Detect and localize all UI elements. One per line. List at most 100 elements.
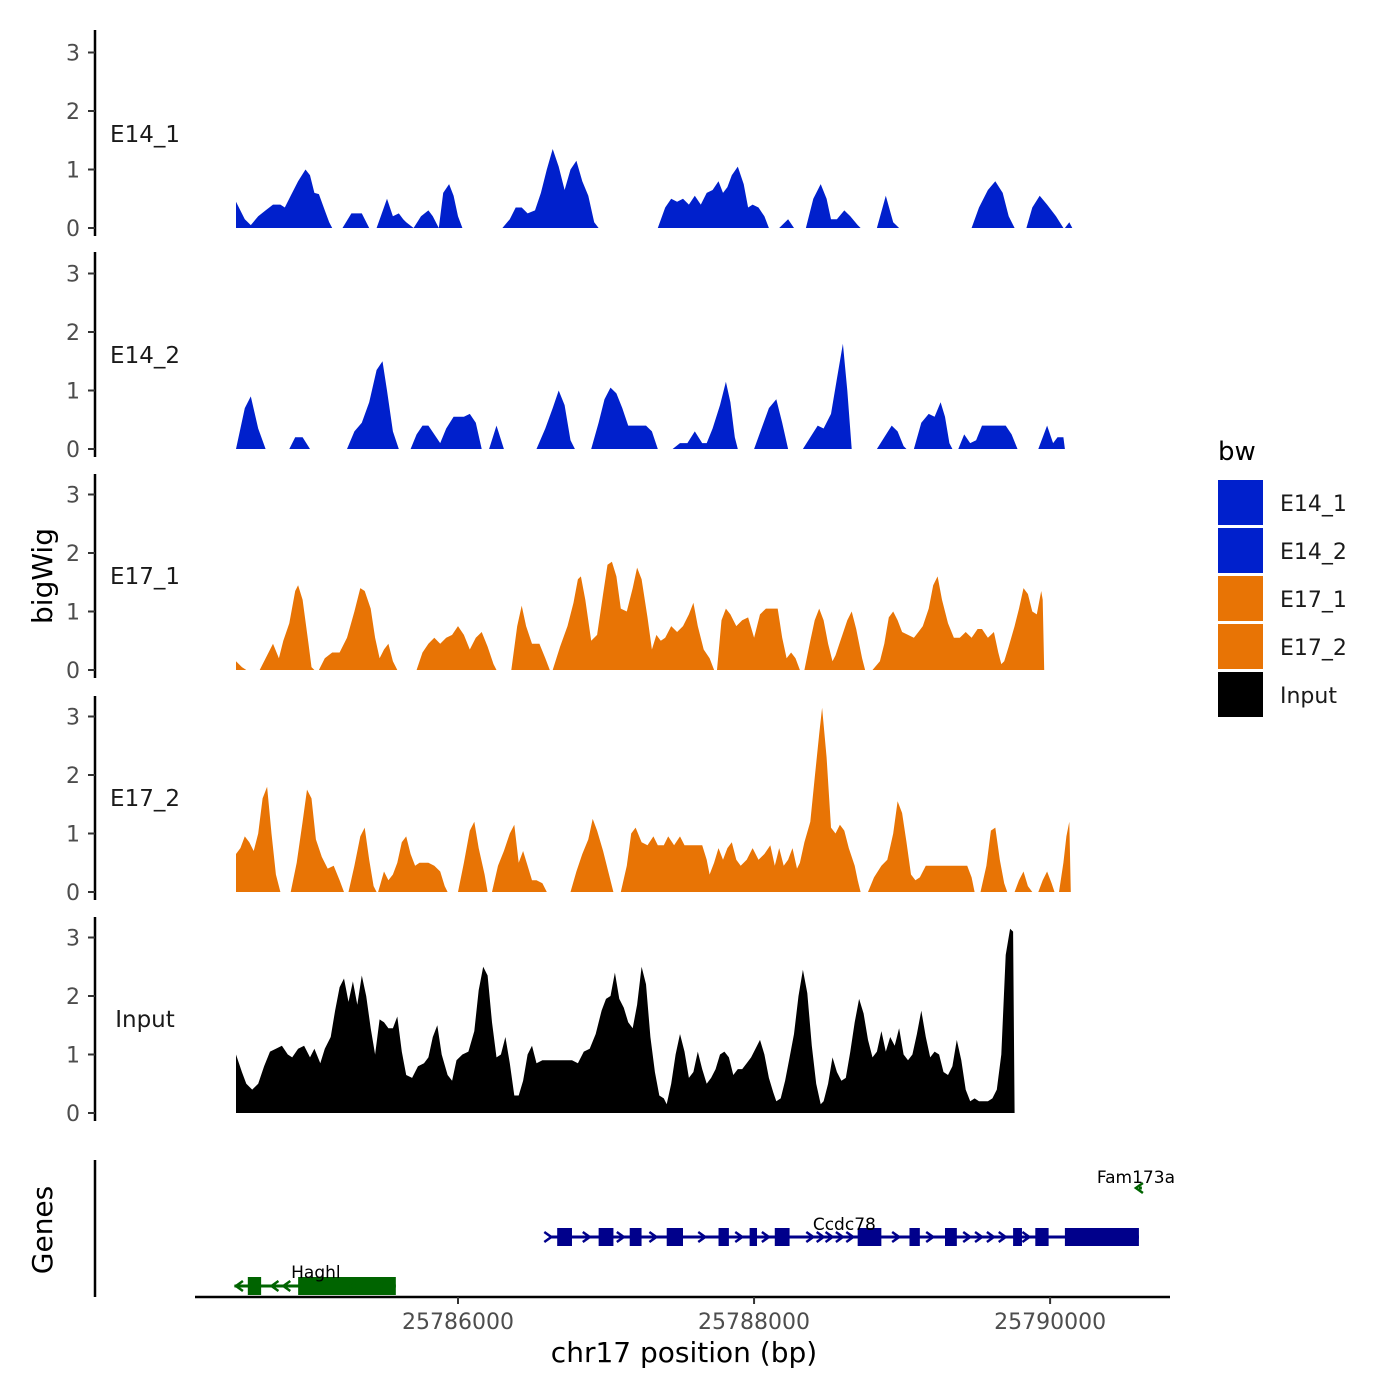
legend: bw E14_1 E14_2 E17_1 E17_2 Input (1218, 437, 1347, 717)
gene-exon (909, 1228, 920, 1246)
strand-arrow (582, 1230, 592, 1244)
gene-exon (749, 1228, 758, 1246)
x-axis: 25786000 25788000 25790000 (195, 1295, 1170, 1335)
track-label: E14_2 (110, 343, 180, 369)
gene-exon (718, 1228, 729, 1246)
legend-swatch (1218, 576, 1263, 621)
track-E14_2: 0 1 2 3 E14_2 (66, 252, 1065, 463)
y-tick-label: 2 (66, 321, 80, 346)
legend-label: E17_1 (1280, 588, 1347, 613)
gene-label: Fam173a (1097, 1168, 1175, 1188)
gene-exon (857, 1228, 882, 1246)
strand-arrow (616, 1230, 626, 1244)
gene-label: Ccdc78 (813, 1215, 876, 1235)
strand-arrow (1133, 1181, 1144, 1195)
gene-exon (629, 1228, 642, 1246)
coverage-area (236, 343, 1065, 449)
legend-label: E14_1 (1280, 492, 1347, 517)
y-tick-label: 1 (66, 380, 80, 405)
strand-arrow (1021, 1230, 1032, 1244)
y-tick-label: 2 (66, 542, 80, 567)
y-tick-label: 1 (66, 1044, 80, 1069)
strand-arrow (319, 1279, 330, 1293)
x-tick-label: 25790000 (994, 1310, 1106, 1335)
gene-exon (774, 1228, 790, 1246)
strand-arrow (375, 1279, 386, 1293)
y-tick-label: 1 (66, 601, 80, 626)
legend-swatch (1218, 624, 1263, 669)
gene-exon (598, 1228, 614, 1246)
legend-label: Input (1280, 684, 1337, 709)
legend-swatch (1218, 528, 1263, 573)
y-tick-label: 0 (66, 1102, 80, 1127)
strand-arrow (845, 1230, 856, 1244)
y-axis-label: bigWig (26, 528, 59, 624)
strand-arrow (269, 1279, 280, 1293)
strand-arrow (815, 1230, 826, 1244)
y-tick-label: 2 (66, 985, 80, 1010)
gene-exon (1064, 1228, 1139, 1246)
strand-arrow (986, 1230, 997, 1244)
gene-exon (666, 1228, 683, 1246)
legend-item-E14_2: E14_2 (1218, 528, 1347, 573)
coverage-area (236, 707, 1071, 892)
track-E17_1: 0 1 2 3 E17_1 (66, 474, 1045, 684)
strand-arrow (734, 1230, 745, 1244)
legend-swatch (1218, 672, 1263, 717)
strand-arrow (925, 1230, 936, 1244)
legend-title: bw (1218, 437, 1256, 467)
strand-arrow (805, 1230, 816, 1244)
strand-arrow (962, 1230, 973, 1244)
y-tick-label: 0 (66, 217, 80, 242)
track-label: E17_2 (110, 786, 180, 812)
strand-arrow (543, 1230, 554, 1244)
strand-arrow (974, 1230, 985, 1244)
y-tick-label: 1 (66, 159, 80, 184)
track-E17_2: 0 1 2 3 E17_2 (66, 696, 1071, 906)
gene-exon (247, 1277, 262, 1295)
track-label: Input (115, 1007, 175, 1033)
gene-ccdc78: Ccdc78 (543, 1215, 1139, 1246)
gene-exon (557, 1228, 572, 1246)
strand-arrow (835, 1230, 846, 1244)
x-axis-label: chr17 position (bp) (551, 1336, 817, 1369)
y-tick-label: 2 (66, 764, 80, 789)
y-tick-label: 0 (66, 438, 80, 463)
y-tick-label: 0 (66, 659, 80, 684)
legend-swatch (1218, 480, 1263, 525)
coverage-tracks: 0 1 2 3 E14_1 0 1 2 3 E14_2 0 1 2 3 E17_1 0 1 2 3 E17_2 0 1 2 3… (66, 30, 1073, 1127)
strand-arrow (233, 1279, 244, 1293)
y-tick-label: 1 (66, 823, 80, 848)
strand-arrow (281, 1279, 292, 1293)
legend-label: E14_2 (1280, 540, 1347, 565)
gene-exon (298, 1277, 396, 1295)
gene-label: Haghl (291, 1263, 341, 1283)
gene-fam173a: Fam173a (1097, 1168, 1175, 1195)
y-tick-label: 2 (66, 100, 80, 125)
y-tick-label: 0 (66, 881, 80, 906)
strand-arrow (761, 1230, 772, 1244)
genes-track-label: Genes (26, 1186, 59, 1274)
track-label: E17_1 (110, 564, 180, 590)
strand-arrow (648, 1230, 659, 1244)
legend-item-E17_2: E17_2 (1218, 624, 1347, 669)
strand-arrow (697, 1230, 708, 1244)
y-tick-label: 3 (66, 263, 80, 288)
coverage-area (236, 928, 1015, 1113)
gene-exon (1013, 1228, 1022, 1246)
coverage-area (236, 561, 1045, 670)
y-tick-label: 3 (66, 484, 80, 509)
strand-arrow (349, 1279, 360, 1293)
coverage-area (236, 149, 1073, 228)
genes-track: Haghl Ccdc78 Fam173a (93, 1160, 1175, 1297)
x-tick-label: 25786000 (402, 1310, 514, 1335)
legend-item-E17_1: E17_1 (1218, 576, 1347, 621)
y-tick-label: 3 (66, 706, 80, 731)
gene-haghl: Haghl (233, 1263, 396, 1295)
strand-arrow (891, 1230, 902, 1244)
gene-exon (945, 1228, 957, 1246)
gene-exon (1035, 1228, 1049, 1246)
track-E14_1: 0 1 2 3 E14_1 (66, 30, 1073, 242)
legend-label: E17_2 (1280, 636, 1347, 661)
strand-arrow (824, 1230, 835, 1244)
